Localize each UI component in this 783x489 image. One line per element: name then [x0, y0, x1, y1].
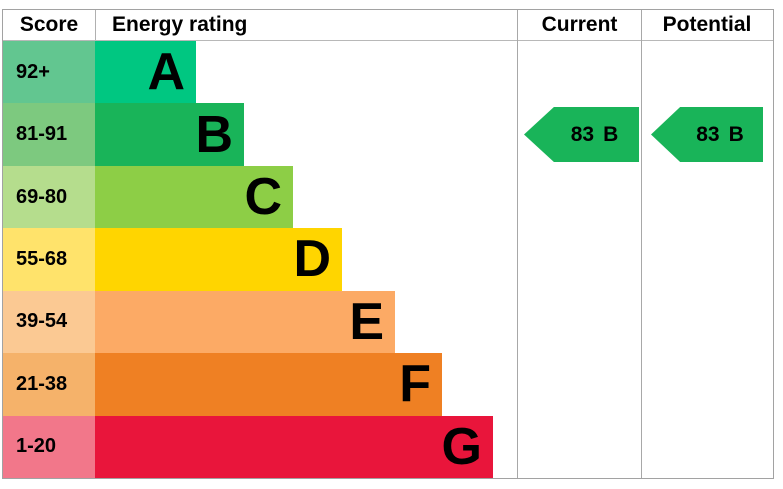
current-band-letter: B — [603, 122, 619, 146]
rating-bar: G — [95, 415, 493, 478]
band-row: 1-20 G — [3, 415, 517, 478]
band-letter: B — [195, 105, 233, 164]
band-row: 39-54 E — [3, 290, 517, 354]
score-range-cell: 92+ — [3, 41, 95, 104]
column-divider — [517, 10, 518, 478]
potential-score-value: 83 — [696, 122, 720, 146]
band-letter: G — [441, 417, 482, 476]
potential-band-letter: B — [728, 122, 744, 146]
band-row: 55-68 D — [3, 228, 517, 291]
band-row: 81-91 B — [3, 103, 517, 166]
rating-bar: C — [95, 165, 293, 229]
band-letter: E — [349, 292, 384, 351]
column-header-potential: Potential — [662, 13, 752, 36]
band-letter: A — [147, 43, 185, 102]
band-rows: 92+ A 81-91 B 69-80 C 55-68 D 39-54 E 21… — [3, 41, 517, 478]
current-score-value: 83 — [570, 122, 595, 146]
rating-bar: D — [95, 228, 342, 291]
potential-rating-arrow: 83 B — [651, 107, 763, 162]
epc-table: Score Energy rating Current Potential 92… — [2, 9, 774, 479]
current-rating-arrow: 83 B — [524, 107, 639, 162]
score-range-cell: 21-38 — [3, 353, 95, 416]
band-letter: C — [244, 168, 282, 227]
band-letter: D — [293, 230, 331, 289]
rating-bar: F — [95, 353, 442, 416]
band-letter: F — [399, 355, 431, 414]
rating-bar: E — [95, 290, 395, 354]
table-header: Score Energy rating Current Potential — [3, 10, 773, 41]
rating-bar: A — [95, 41, 196, 104]
rating-bar: B — [95, 103, 244, 166]
column-header-score: Score — [3, 10, 96, 40]
column-header-current: Current — [541, 13, 618, 36]
score-range-cell: 69-80 — [3, 165, 95, 229]
band-row: 69-80 C — [3, 165, 517, 229]
band-row: 21-38 F — [3, 353, 517, 416]
band-row: 92+ A — [3, 41, 517, 104]
score-range-cell: 81-91 — [3, 103, 95, 166]
score-range-cell: 39-54 — [3, 290, 95, 354]
column-divider — [641, 10, 642, 478]
score-range-cell: 1-20 — [3, 415, 95, 478]
column-header-energy-rating: Energy rating — [112, 13, 248, 36]
score-range-cell: 55-68 — [3, 228, 95, 291]
